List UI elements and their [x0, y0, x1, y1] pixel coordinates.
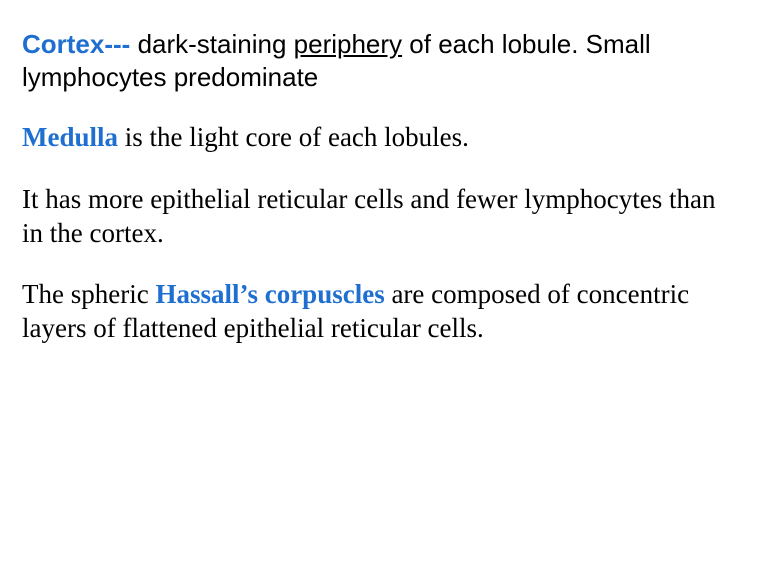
term-cortex: Cortex---	[22, 29, 130, 59]
paragraph-epithelial: It has more epithelial reticular cells a…	[22, 183, 738, 251]
term-hassall: Hassall’s corpuscles	[155, 279, 391, 309]
term-medulla: Medulla	[22, 122, 118, 152]
paragraph-medulla: Medulla is the light core of each lobule…	[22, 121, 738, 155]
text-segment: The spheric	[22, 279, 155, 309]
text-segment: is the light core of each lobules.	[118, 122, 469, 152]
text-segment: It has more epithelial reticular cells a…	[22, 184, 715, 248]
text-segment: dark-staining	[130, 29, 293, 59]
paragraph-hassall: The spheric Hassall’s corpuscles are com…	[22, 278, 738, 346]
underlined-periphery: periphery	[294, 29, 402, 59]
slide: Cortex--- dark-staining periphery of eac…	[0, 0, 768, 576]
paragraph-cortex: Cortex--- dark-staining periphery of eac…	[22, 28, 738, 93]
